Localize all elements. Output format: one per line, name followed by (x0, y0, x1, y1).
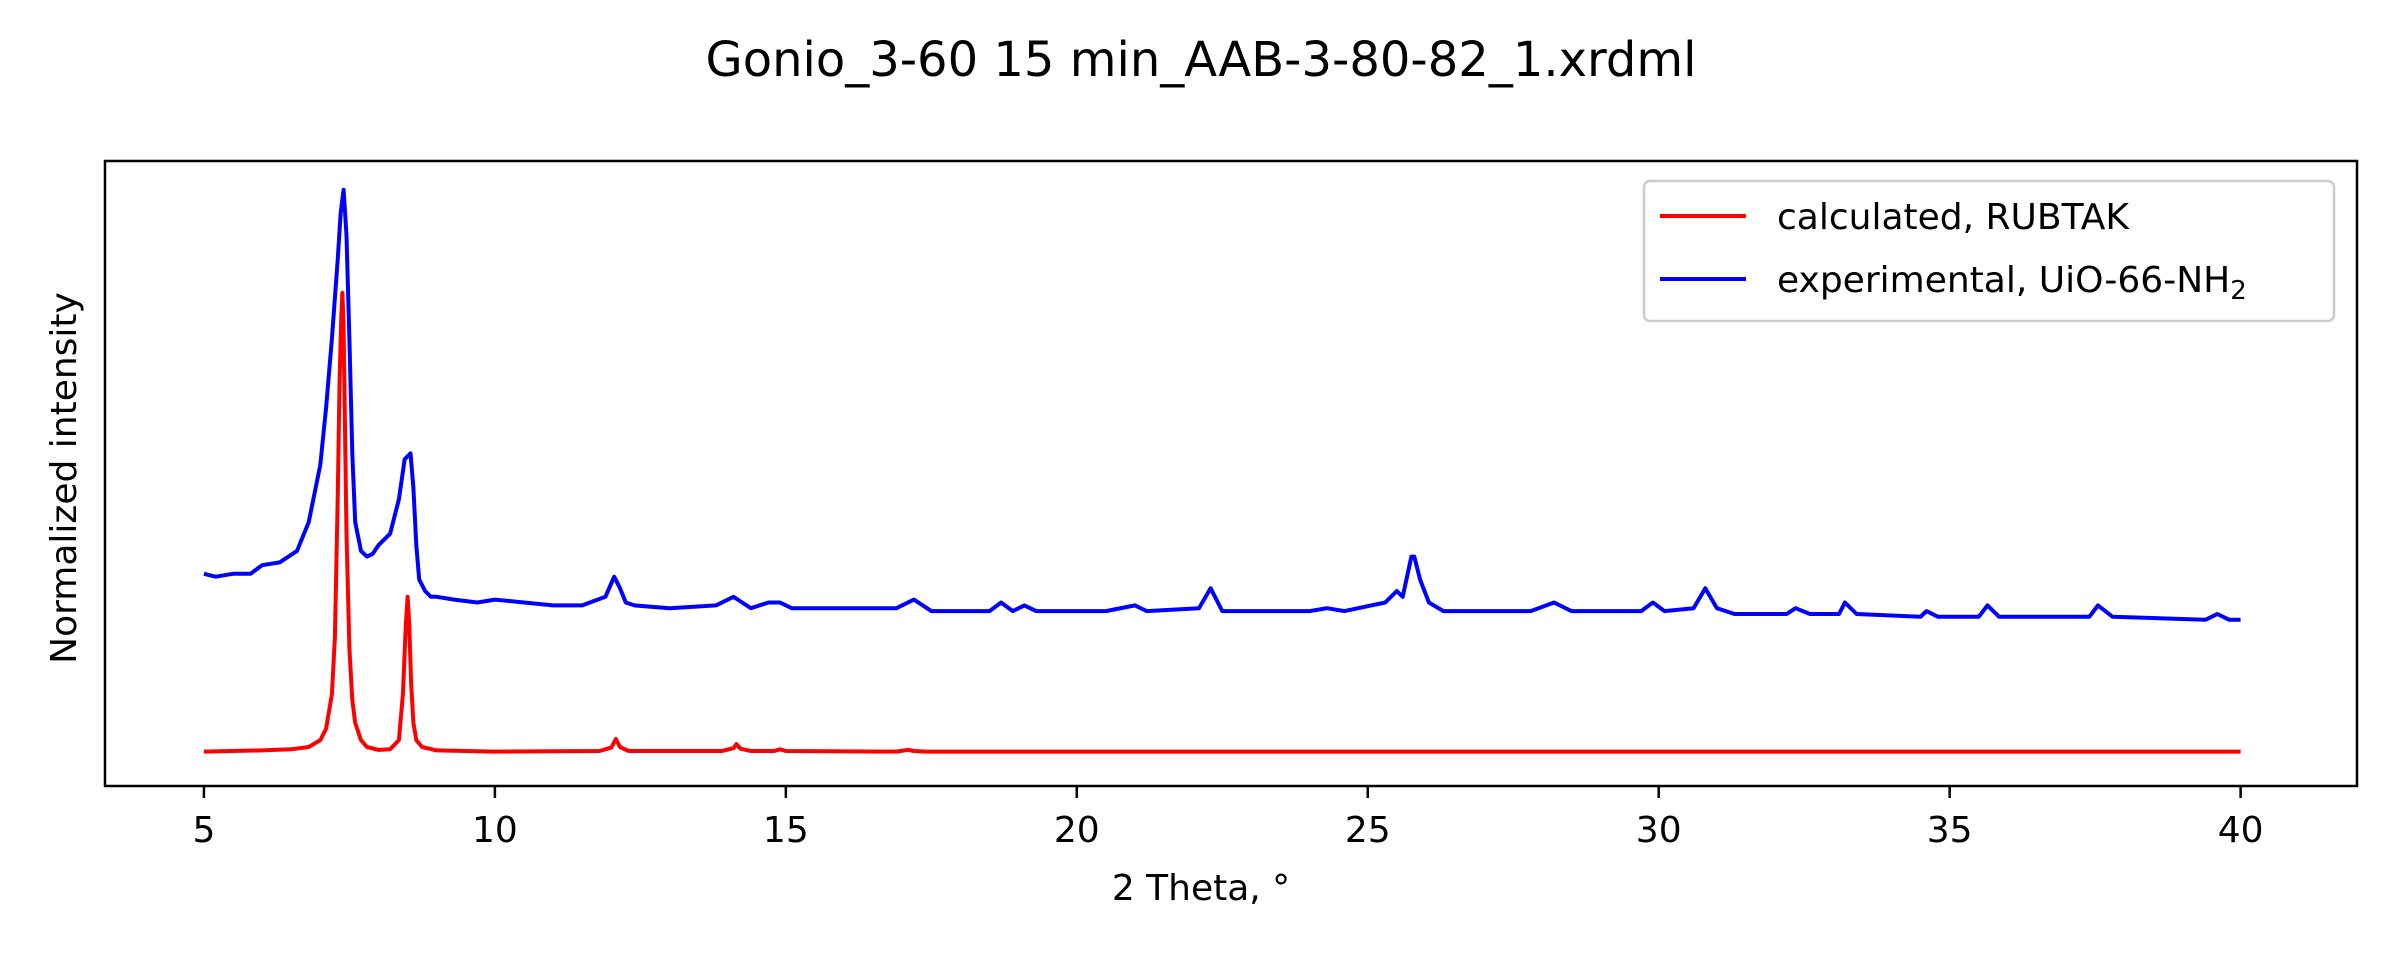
series-line-experimental (203, 187, 2241, 622)
legend-box (1642, 179, 2336, 323)
legend-label-calculated: calculated, RUBTAK (1777, 197, 2130, 238)
x-tick-label: 5 (192, 810, 215, 851)
plot-lines (203, 187, 2241, 754)
x-ticks: 5 10 15 20 25 30 35 40 (192, 786, 2264, 851)
x-axis-label: 2 Theta, ° (1112, 868, 1290, 909)
x-tick-label: 25 (1345, 810, 1391, 851)
plot-frame (103, 159, 2359, 788)
series-line-calculated (203, 290, 2241, 754)
x-tick-label: 35 (1927, 810, 1973, 851)
legend-label-experimental-subscript: 2 (2230, 276, 2247, 306)
x-tick-label: 15 (763, 810, 809, 851)
chart-title: Gonio_3-60 15 min_AAB-3-80-82_1.xrdml (706, 32, 1697, 88)
legend-label-experimental: experimental, UiO-66-NH2 (1777, 260, 2247, 306)
y-axis-label: Normalized intensity (44, 292, 85, 664)
legend: calculated, RUBTAK experimental, UiO-66-… (1642, 179, 2336, 323)
legend-label-experimental-main: experimental, UiO-66-NH (1777, 260, 2230, 301)
x-tick-label: 30 (1636, 810, 1682, 851)
x-tick-label: 20 (1054, 810, 1100, 851)
x-tick-label: 10 (472, 810, 518, 851)
x-tick-label: 40 (2218, 810, 2264, 851)
